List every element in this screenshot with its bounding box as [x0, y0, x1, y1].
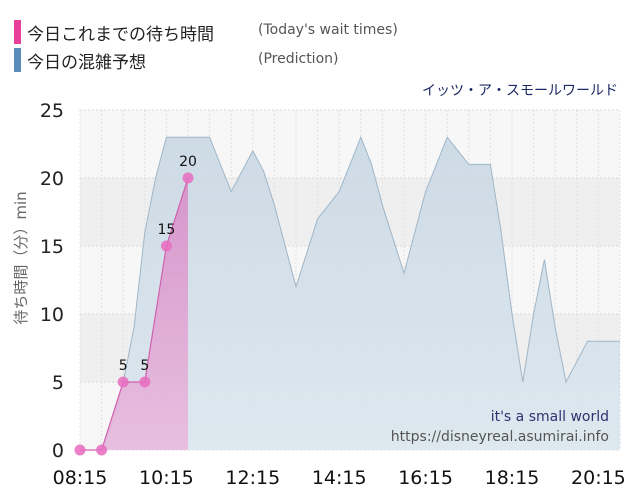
today-point	[74, 444, 86, 456]
x-tick-label: 16:15	[398, 467, 453, 489]
y-tick-label: 10	[40, 304, 64, 326]
today-point	[182, 172, 194, 184]
legend-prediction: 今日の混雑予想	[14, 48, 146, 73]
watermark-url: https://disneyreal.asumirai.info	[391, 429, 609, 445]
x-tick-label: 10:15	[139, 467, 194, 489]
y-tick-label: 15	[40, 236, 64, 258]
data-label: 5	[140, 358, 149, 374]
legend-prediction-en: (Prediction)	[258, 51, 339, 67]
legend-today: 今日これまでの待ち時間	[14, 20, 214, 45]
legend-prediction-label: 今日の混雑予想	[27, 52, 146, 73]
x-tick-label: 18:15	[485, 467, 540, 489]
data-label: 20	[179, 154, 197, 170]
y-tick-label: 20	[40, 168, 64, 190]
today-area	[80, 178, 188, 450]
x-tick-label: 20:15	[571, 467, 626, 489]
legend-today-label: 今日これまでの待ち時間	[27, 24, 214, 45]
y-tick-label: 25	[40, 100, 64, 122]
prediction-area	[80, 137, 620, 450]
y-tick-label: 5	[52, 372, 64, 394]
x-tick-label: 08:15	[53, 467, 108, 489]
data-label: 15	[157, 222, 175, 238]
legend-today-swatch	[14, 20, 21, 44]
legend-prediction-swatch	[14, 48, 21, 72]
today-point	[96, 444, 108, 456]
today-point	[117, 376, 129, 388]
x-tick-label: 12:15	[225, 467, 280, 489]
attraction-title: イッツ・ア・スモールワールド	[422, 83, 618, 99]
legend-today-en: (Today's wait times)	[258, 22, 398, 38]
y-tick-label: 0	[52, 440, 64, 462]
x-tick-label: 14:15	[312, 467, 367, 489]
data-label: 5	[119, 358, 128, 374]
prediction-line	[80, 135, 620, 451]
today-point	[160, 240, 172, 252]
watermark-name: it's a small world	[491, 409, 609, 425]
today-point	[139, 376, 151, 388]
y-axis-label: 待ち時間（分）min	[12, 191, 30, 324]
